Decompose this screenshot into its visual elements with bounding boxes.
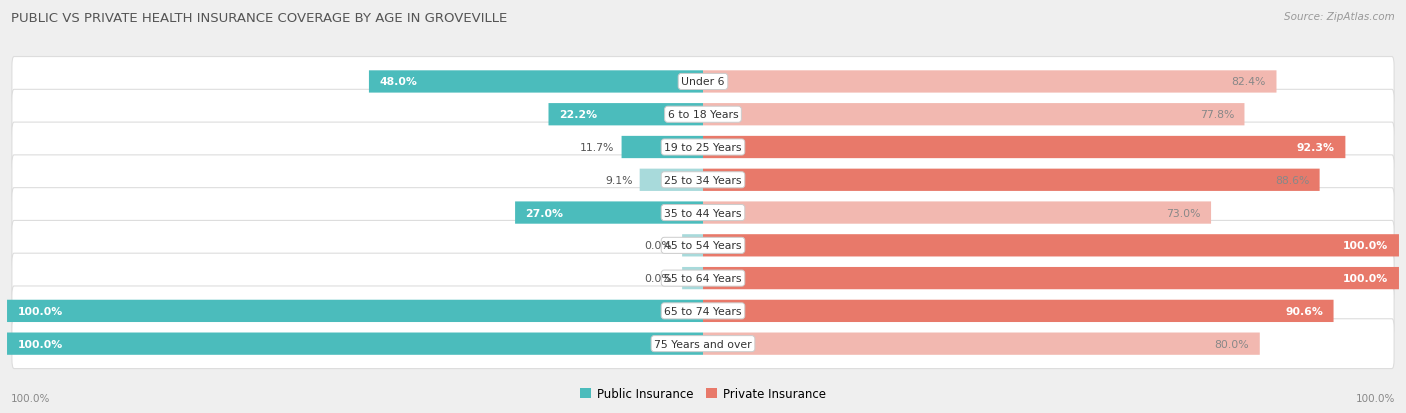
Text: PUBLIC VS PRIVATE HEALTH INSURANCE COVERAGE BY AGE IN GROVEVILLE: PUBLIC VS PRIVATE HEALTH INSURANCE COVER… <box>11 12 508 25</box>
Text: 100.0%: 100.0% <box>17 339 63 349</box>
Text: 100.0%: 100.0% <box>17 306 63 316</box>
Text: 0.0%: 0.0% <box>644 241 672 251</box>
Text: 6 to 18 Years: 6 to 18 Years <box>668 110 738 120</box>
Text: 35 to 44 Years: 35 to 44 Years <box>664 208 742 218</box>
Text: 100.0%: 100.0% <box>1355 393 1395 403</box>
FancyBboxPatch shape <box>703 202 1211 224</box>
FancyBboxPatch shape <box>703 267 1399 290</box>
Text: 100.0%: 100.0% <box>11 393 51 403</box>
FancyBboxPatch shape <box>7 333 703 355</box>
Text: 92.3%: 92.3% <box>1296 142 1334 153</box>
FancyBboxPatch shape <box>11 286 1395 336</box>
FancyBboxPatch shape <box>703 235 1399 257</box>
FancyBboxPatch shape <box>703 104 1244 126</box>
Text: 100.0%: 100.0% <box>1343 241 1389 251</box>
Text: 27.0%: 27.0% <box>526 208 564 218</box>
FancyBboxPatch shape <box>368 71 703 93</box>
FancyBboxPatch shape <box>11 123 1395 173</box>
FancyBboxPatch shape <box>11 188 1395 238</box>
Text: 22.2%: 22.2% <box>560 110 598 120</box>
Text: 77.8%: 77.8% <box>1199 110 1234 120</box>
Text: 25 to 34 Years: 25 to 34 Years <box>664 176 742 185</box>
FancyBboxPatch shape <box>703 137 1346 159</box>
FancyBboxPatch shape <box>7 300 703 322</box>
FancyBboxPatch shape <box>703 169 1320 192</box>
Text: Under 6: Under 6 <box>682 77 724 87</box>
Text: 55 to 64 Years: 55 to 64 Years <box>664 273 742 283</box>
FancyBboxPatch shape <box>11 221 1395 271</box>
Text: 88.6%: 88.6% <box>1275 176 1309 185</box>
Text: 48.0%: 48.0% <box>380 77 418 87</box>
Text: 90.6%: 90.6% <box>1285 306 1323 316</box>
Text: 82.4%: 82.4% <box>1232 77 1265 87</box>
FancyBboxPatch shape <box>11 254 1395 303</box>
Text: 75 Years and over: 75 Years and over <box>654 339 752 349</box>
FancyBboxPatch shape <box>703 300 1333 322</box>
Text: Source: ZipAtlas.com: Source: ZipAtlas.com <box>1284 12 1395 22</box>
FancyBboxPatch shape <box>640 169 703 192</box>
Text: 9.1%: 9.1% <box>605 176 633 185</box>
FancyBboxPatch shape <box>682 267 703 290</box>
Text: 45 to 54 Years: 45 to 54 Years <box>664 241 742 251</box>
Text: 11.7%: 11.7% <box>581 142 614 153</box>
FancyBboxPatch shape <box>11 90 1395 140</box>
Text: 73.0%: 73.0% <box>1166 208 1201 218</box>
Text: 80.0%: 80.0% <box>1215 339 1250 349</box>
FancyBboxPatch shape <box>11 319 1395 369</box>
FancyBboxPatch shape <box>11 156 1395 205</box>
FancyBboxPatch shape <box>548 104 703 126</box>
FancyBboxPatch shape <box>621 137 703 159</box>
Text: 19 to 25 Years: 19 to 25 Years <box>664 142 742 153</box>
FancyBboxPatch shape <box>515 202 703 224</box>
Text: 0.0%: 0.0% <box>644 273 672 283</box>
FancyBboxPatch shape <box>703 333 1260 355</box>
Text: 100.0%: 100.0% <box>1343 273 1389 283</box>
FancyBboxPatch shape <box>703 71 1277 93</box>
Legend: Public Insurance, Private Insurance: Public Insurance, Private Insurance <box>575 382 831 405</box>
FancyBboxPatch shape <box>11 57 1395 107</box>
Text: 65 to 74 Years: 65 to 74 Years <box>664 306 742 316</box>
FancyBboxPatch shape <box>682 235 703 257</box>
